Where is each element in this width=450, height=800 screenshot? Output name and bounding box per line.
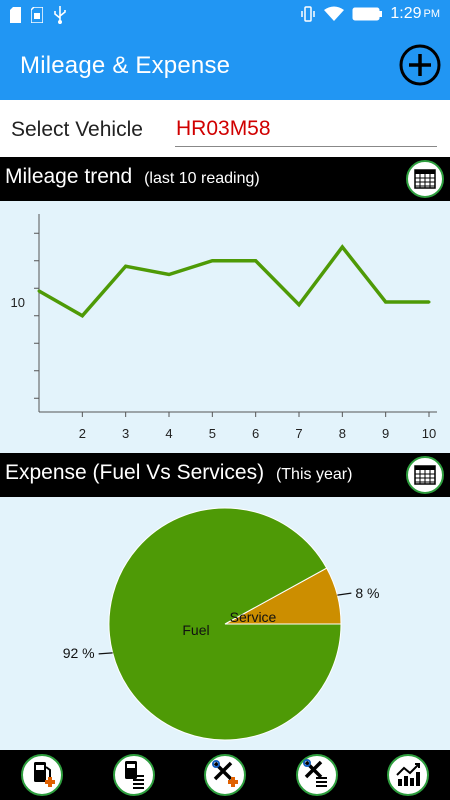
mileage-point [124, 264, 128, 268]
expense-pie-chart: Fuel Service 8 % 92 % [63, 507, 379, 741]
usb-icon [54, 6, 66, 24]
fuel-log-button[interactable] [113, 754, 155, 796]
mileage-point [167, 273, 171, 276]
mileage-trend-title: Mileage trend [5, 165, 133, 188]
mileage-line-chart: 10 2 3 4 5 6 7 8 9 10 [11, 214, 437, 441]
vehicle-dropdown[interactable]: HR03M58 [175, 117, 437, 147]
x-tick-label: 8 [339, 426, 346, 441]
mileage-series-line [38, 244, 429, 318]
mileage-point [297, 303, 301, 307]
mileage-point [37, 289, 41, 293]
clock-ampm: PM [423, 8, 441, 20]
reports-button[interactable] [387, 754, 429, 796]
service-add-icon [212, 760, 238, 787]
mileage-trend-header: Mileage trend (last 10 reading) [0, 157, 450, 201]
status-bar: 1:29 PM [0, 0, 450, 30]
trend-chart-icon [396, 763, 420, 786]
x-tick-label: 2 [79, 426, 86, 441]
add-service-button[interactable] [204, 754, 246, 796]
calendar-icon[interactable] [406, 160, 444, 198]
pie-label-service: Service [230, 609, 277, 625]
app-title: Mileage & Expense [20, 52, 231, 79]
x-tick-label: 6 [252, 426, 259, 441]
mileage-point [427, 300, 431, 304]
vehicle-selector-row: Select Vehicle HR03M58 [0, 100, 450, 158]
service-leader-line [337, 592, 352, 596]
mileage-point [340, 245, 344, 249]
add-circle-icon[interactable] [399, 44, 441, 86]
pie-value-service: 8 % [355, 585, 379, 601]
fuel-add-icon [34, 762, 55, 787]
service-log-button[interactable] [296, 754, 338, 796]
x-tick-label: 5 [209, 426, 216, 441]
x-tick-label: 10 [422, 426, 436, 441]
service-list-icon [303, 759, 327, 787]
mileage-point [80, 314, 84, 318]
add-fuel-button[interactable] [21, 754, 63, 796]
battery-icon [352, 7, 383, 21]
mileage-chart-area: 10 2 3 4 5 6 7 8 9 10 [0, 201, 450, 453]
select-vehicle-label: Select Vehicle [11, 118, 143, 141]
expense-chart-area: Fuel Service 8 % 92 % [0, 497, 450, 750]
fuel-leader-line [98, 652, 113, 655]
x-tick-label: 9 [382, 426, 389, 441]
expense-title: Expense (Fuel Vs Services) [5, 461, 265, 484]
x-tick-label: 4 [165, 426, 172, 441]
bottom-nav [0, 750, 450, 800]
calendar-icon[interactable] [406, 456, 444, 494]
app-bar: Mileage & Expense [0, 30, 450, 100]
pie-label-fuel: Fuel [182, 622, 209, 638]
mileage-point [384, 300, 388, 304]
clock-time: 1:29 [390, 5, 422, 22]
sd-card-icon [10, 7, 21, 23]
mileage-point [210, 259, 214, 263]
y-tick-label: 10 [11, 295, 25, 310]
sim-card-icon [31, 7, 43, 23]
fuel-list-icon [125, 761, 144, 789]
pie-slice-fuel [108, 507, 342, 741]
pie-value-fuel: 92 % [63, 645, 95, 661]
mileage-point [254, 259, 258, 263]
x-tick-label: 3 [122, 426, 129, 441]
wifi-icon [324, 6, 345, 21]
expense-header: Expense (Fuel Vs Services) (This year) [0, 453, 450, 497]
x-tick-label: 7 [295, 426, 302, 441]
expense-subtitle: (This year) [275, 466, 353, 483]
mileage-trend-subtitle: (last 10 reading) [144, 170, 260, 187]
vibrate-icon [301, 6, 316, 22]
